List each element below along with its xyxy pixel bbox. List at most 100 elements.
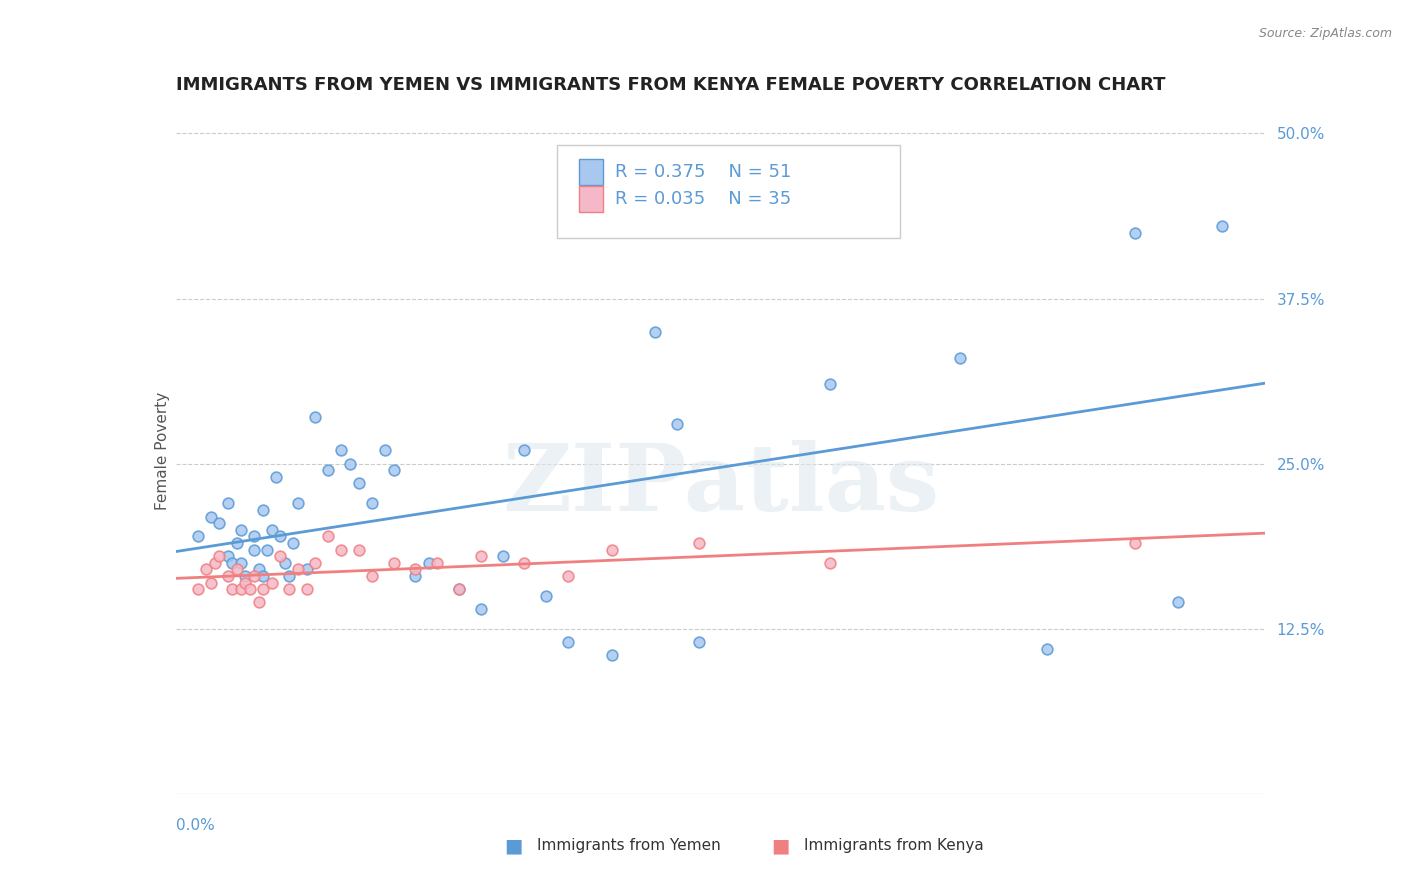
Point: [688, 536, 710, 550]
Point: [287, 562, 309, 576]
Text: ZIPatlas: ZIPatlas: [502, 440, 939, 530]
Point: [818, 377, 841, 392]
Point: [252, 582, 274, 596]
Point: [513, 443, 536, 458]
Point: [600, 648, 623, 663]
Point: [200, 509, 222, 524]
Point: [269, 549, 291, 563]
Point: [1036, 641, 1059, 656]
Point: [600, 542, 623, 557]
Point: [247, 595, 270, 609]
Point: [666, 417, 689, 431]
Point: [235, 575, 257, 590]
Y-axis label: Female Poverty: Female Poverty: [155, 392, 170, 509]
Point: [688, 635, 710, 649]
Point: [269, 529, 291, 543]
Point: [374, 443, 396, 458]
FancyBboxPatch shape: [579, 159, 603, 185]
Text: 0.0%: 0.0%: [176, 818, 215, 833]
Point: [256, 542, 278, 557]
Point: [644, 325, 666, 339]
Point: [304, 556, 326, 570]
Point: [470, 602, 492, 616]
Point: [382, 463, 405, 477]
Point: [247, 562, 270, 576]
Point: [260, 575, 283, 590]
Text: R = 0.375    N = 51: R = 0.375 N = 51: [614, 162, 792, 180]
Text: ■: ■: [770, 836, 790, 855]
Point: [264, 470, 287, 484]
Point: [217, 549, 239, 563]
Point: [252, 503, 274, 517]
Point: [492, 549, 515, 563]
Point: [235, 569, 257, 583]
Point: [243, 529, 266, 543]
Point: [278, 569, 301, 583]
Point: [304, 410, 326, 425]
Point: [360, 496, 382, 510]
Point: [208, 549, 231, 563]
Point: [360, 569, 382, 583]
Point: [470, 549, 492, 563]
Point: [231, 523, 253, 537]
Point: [1123, 536, 1146, 550]
Point: [347, 542, 370, 557]
Point: [186, 529, 209, 543]
Point: [217, 569, 239, 583]
Point: [330, 542, 353, 557]
Point: [204, 556, 226, 570]
FancyBboxPatch shape: [579, 186, 603, 212]
Point: [382, 556, 405, 570]
Point: [217, 496, 239, 510]
Point: [195, 562, 218, 576]
Point: [283, 536, 305, 550]
Text: IMMIGRANTS FROM YEMEN VS IMMIGRANTS FROM KENYA FEMALE POVERTY CORRELATION CHART: IMMIGRANTS FROM YEMEN VS IMMIGRANTS FROM…: [176, 77, 1166, 95]
Point: [225, 536, 247, 550]
Point: [295, 582, 318, 596]
Point: [287, 496, 309, 510]
Point: [243, 542, 266, 557]
Point: [252, 569, 274, 583]
Point: [231, 556, 253, 570]
Point: [231, 582, 253, 596]
Point: [557, 569, 579, 583]
Point: [186, 582, 209, 596]
Point: [405, 562, 427, 576]
Point: [239, 582, 262, 596]
Text: Source: ZipAtlas.com: Source: ZipAtlas.com: [1258, 27, 1392, 40]
Text: Immigrants from Kenya: Immigrants from Kenya: [804, 838, 984, 853]
Point: [318, 529, 340, 543]
Point: [1167, 595, 1189, 609]
Point: [318, 463, 340, 477]
Point: [339, 457, 361, 471]
Point: [949, 351, 972, 365]
Point: [405, 569, 427, 583]
Point: [347, 476, 370, 491]
Point: [557, 635, 579, 649]
Text: Immigrants from Yemen: Immigrants from Yemen: [537, 838, 721, 853]
Point: [534, 589, 557, 603]
FancyBboxPatch shape: [557, 145, 900, 237]
Point: [278, 582, 301, 596]
Point: [274, 556, 297, 570]
Point: [225, 562, 247, 576]
Point: [418, 556, 440, 570]
Point: [260, 523, 283, 537]
Point: [513, 556, 536, 570]
Point: [1211, 219, 1233, 233]
Point: [447, 582, 470, 596]
Point: [221, 556, 243, 570]
Point: [208, 516, 231, 530]
Point: [330, 443, 353, 458]
Point: [818, 556, 841, 570]
Point: [243, 569, 266, 583]
Point: [295, 562, 318, 576]
Text: ■: ■: [503, 836, 523, 855]
Point: [447, 582, 470, 596]
Point: [426, 556, 449, 570]
Point: [775, 205, 797, 219]
Point: [1123, 226, 1146, 240]
Point: [221, 582, 243, 596]
Text: R = 0.035    N = 35: R = 0.035 N = 35: [614, 190, 792, 208]
Point: [200, 575, 222, 590]
